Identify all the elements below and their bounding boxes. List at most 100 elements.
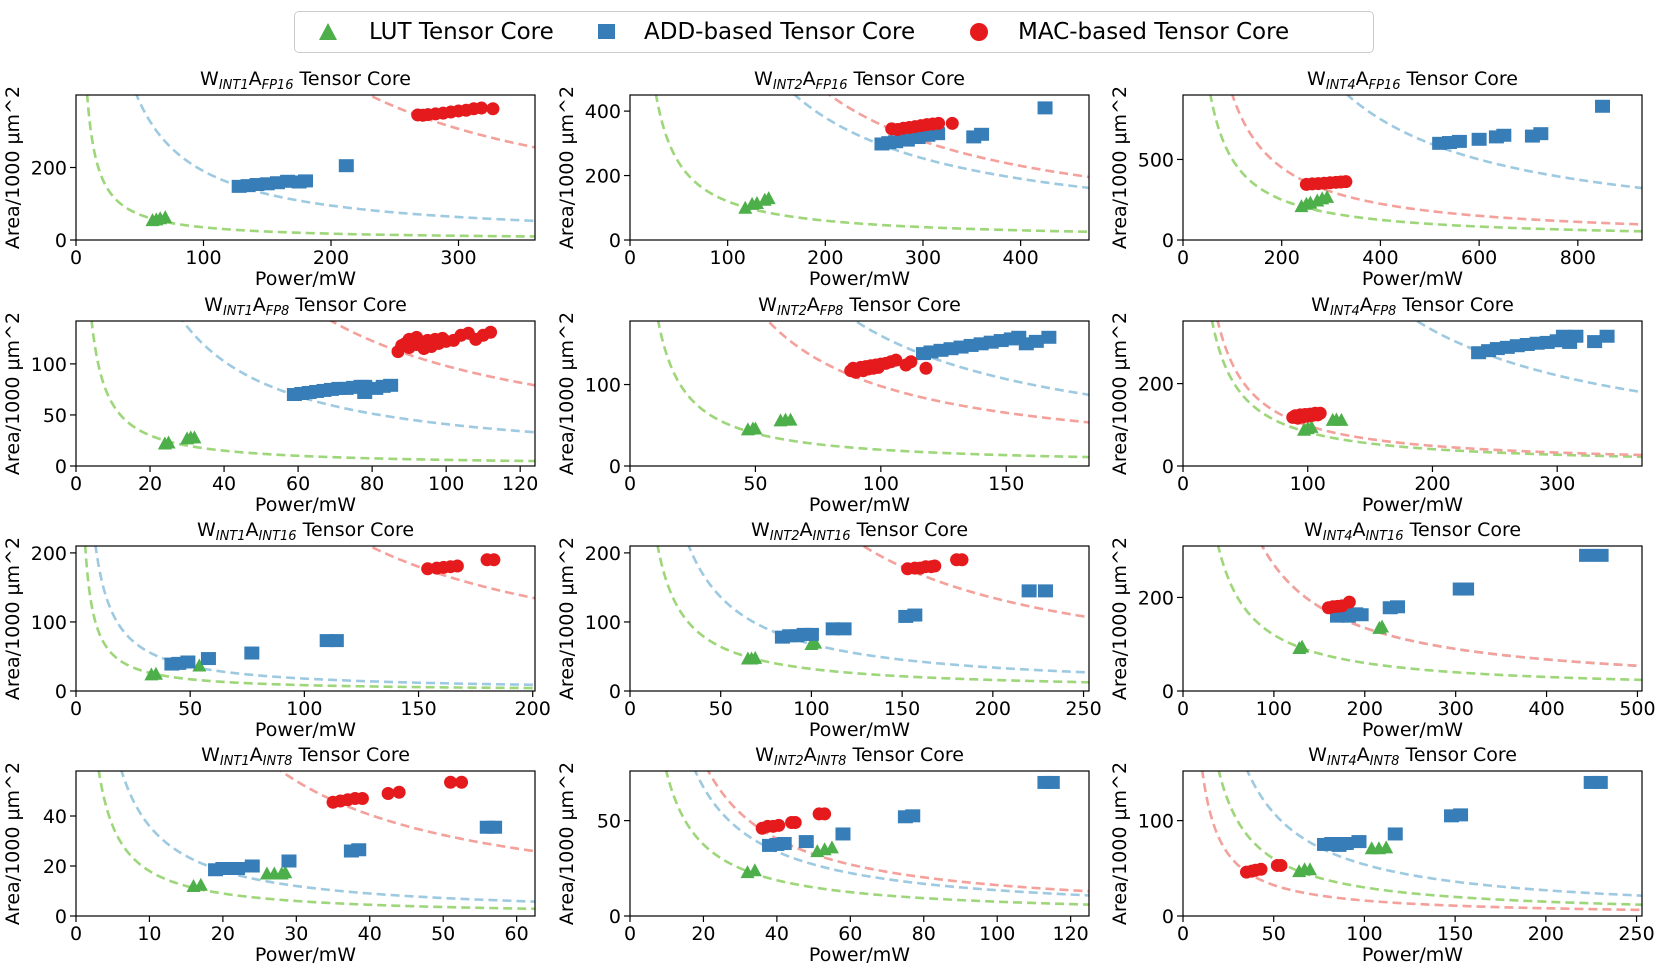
data-points	[740, 553, 1053, 665]
data-points	[740, 775, 1060, 879]
title-text: W	[197, 519, 216, 541]
add-point	[298, 174, 313, 188]
title-text: Tensor Core	[289, 294, 407, 316]
x-axis-label: Power/mW	[809, 268, 910, 290]
x-tick-label: 0	[624, 247, 636, 269]
title-subscript: INT4	[1330, 304, 1360, 319]
add-point	[1338, 837, 1354, 850]
y-axis-label: Area/1000 μm^2	[2, 312, 24, 475]
chart-title: WINT4AINT8 Tensor Core	[1308, 744, 1517, 769]
add-point	[180, 655, 196, 669]
iso-curve-lut	[654, 95, 1089, 234]
y-tick-label: 40	[43, 806, 67, 828]
mac-point	[1254, 862, 1268, 876]
title-text: W	[755, 744, 774, 766]
iso-curves	[97, 771, 535, 911]
iso-curves	[1216, 546, 1642, 682]
y-axis-label: Area/1000 μm^2	[1109, 86, 1131, 249]
add-point	[1037, 101, 1053, 115]
mac-point	[381, 787, 395, 800]
x-tick-label: 300	[1438, 698, 1474, 720]
iso-curve-mac	[827, 95, 1089, 179]
add-point	[1459, 582, 1475, 596]
add-point	[1387, 827, 1403, 841]
lut-point	[187, 430, 202, 444]
add-point	[1496, 128, 1512, 142]
title-text: A	[1357, 744, 1370, 766]
add-point	[1533, 127, 1549, 141]
add-point	[244, 859, 260, 873]
lut-point	[808, 635, 823, 649]
chart-panel: 0 20 40 60 80 100 120 0 50 100 Power/mW Area/1000 μ…	[2, 294, 538, 516]
title-text: Tensor Core	[1399, 744, 1517, 766]
x-tick-label: 400	[1362, 247, 1398, 269]
lut-point	[1334, 412, 1349, 426]
lut-point	[1304, 419, 1319, 433]
title-text: Tensor Core	[1396, 294, 1514, 316]
iso-curve-lut	[1209, 95, 1642, 233]
title-text: W	[201, 744, 220, 766]
x-axis-label: Power/mW	[1362, 268, 1463, 290]
x-tick-label: 50	[1262, 923, 1286, 945]
title-subscript: INT4	[1327, 754, 1357, 769]
legend-label-mac: MAC-based Tensor Core	[1018, 19, 1290, 45]
x-axis-label: Power/mW	[255, 494, 356, 516]
mac-point	[450, 559, 464, 573]
title-subscript: FP8	[1373, 304, 1397, 319]
iso-curve-lut	[83, 546, 535, 690]
x-tick-label: 0	[624, 698, 636, 720]
title-subscript: INT2	[770, 529, 800, 544]
title-subscript: INT8	[1370, 754, 1400, 769]
lut-point	[161, 435, 176, 449]
iso-curve-add	[853, 321, 1089, 397]
y-axis-label: Area/1000 μm^2	[2, 86, 24, 249]
y-tick-label: 100	[31, 354, 67, 376]
legend-item-mac: MAC-based Tensor Core	[968, 12, 1289, 52]
add-point	[930, 127, 946, 141]
x-tick-label: 100	[1346, 923, 1382, 945]
legend-item-lut: LUT Tensor Core	[317, 12, 554, 52]
title-subscript: INT4	[1326, 78, 1356, 93]
title-subscript: INT2	[774, 754, 804, 769]
add-point	[383, 378, 399, 392]
y-tick-label: 200	[585, 166, 621, 188]
lut-point	[1375, 619, 1390, 633]
plot-frame	[629, 94, 1090, 241]
chart-title: WINT1AINT16 Tensor Core	[197, 519, 414, 544]
iso-curves	[85, 95, 535, 238]
y-tick-label: 0	[609, 456, 621, 478]
lut-point	[192, 658, 207, 672]
plot-frame	[75, 770, 536, 917]
x-tick-label: 200	[1528, 923, 1564, 945]
x-tick-label: 150	[884, 698, 920, 720]
plot-frame	[75, 320, 536, 467]
legend: LUT Tensor Core ADD-based Tensor Core MA…	[294, 11, 1374, 53]
x-tick-label: 50	[431, 923, 455, 945]
x-tick-label: 10	[137, 923, 161, 945]
title-subscript: FP8	[820, 304, 844, 319]
add-point	[798, 835, 814, 849]
data-points	[144, 553, 501, 681]
x-tick-label: 120	[1053, 923, 1089, 945]
title-text: A	[800, 519, 813, 541]
y-tick-label: 0	[1162, 906, 1174, 928]
iso-curve-lut	[97, 771, 535, 911]
x-tick-label: 100	[286, 698, 322, 720]
y-tick-label: 20	[43, 856, 67, 878]
x-tick-label: 0	[70, 247, 82, 269]
y-tick-label: 200	[31, 543, 67, 565]
y-tick-label: 100	[31, 612, 67, 634]
y-tick-label: 400	[585, 101, 621, 123]
chart-title: WINT4AFP16 Tensor Core	[1307, 68, 1518, 93]
x-tick-label: 0	[70, 698, 82, 720]
x-tick-label: 100	[185, 247, 221, 269]
x-tick-label: 400	[1528, 698, 1564, 720]
add-point	[230, 862, 246, 875]
title-text: W	[1304, 519, 1323, 541]
x-tick-label: 600	[1461, 247, 1497, 269]
iso-curves	[664, 771, 1089, 906]
add-point	[907, 608, 923, 622]
title-subscript: INT2	[777, 304, 807, 319]
y-tick-label: 200	[585, 543, 621, 565]
add-point	[905, 809, 921, 823]
